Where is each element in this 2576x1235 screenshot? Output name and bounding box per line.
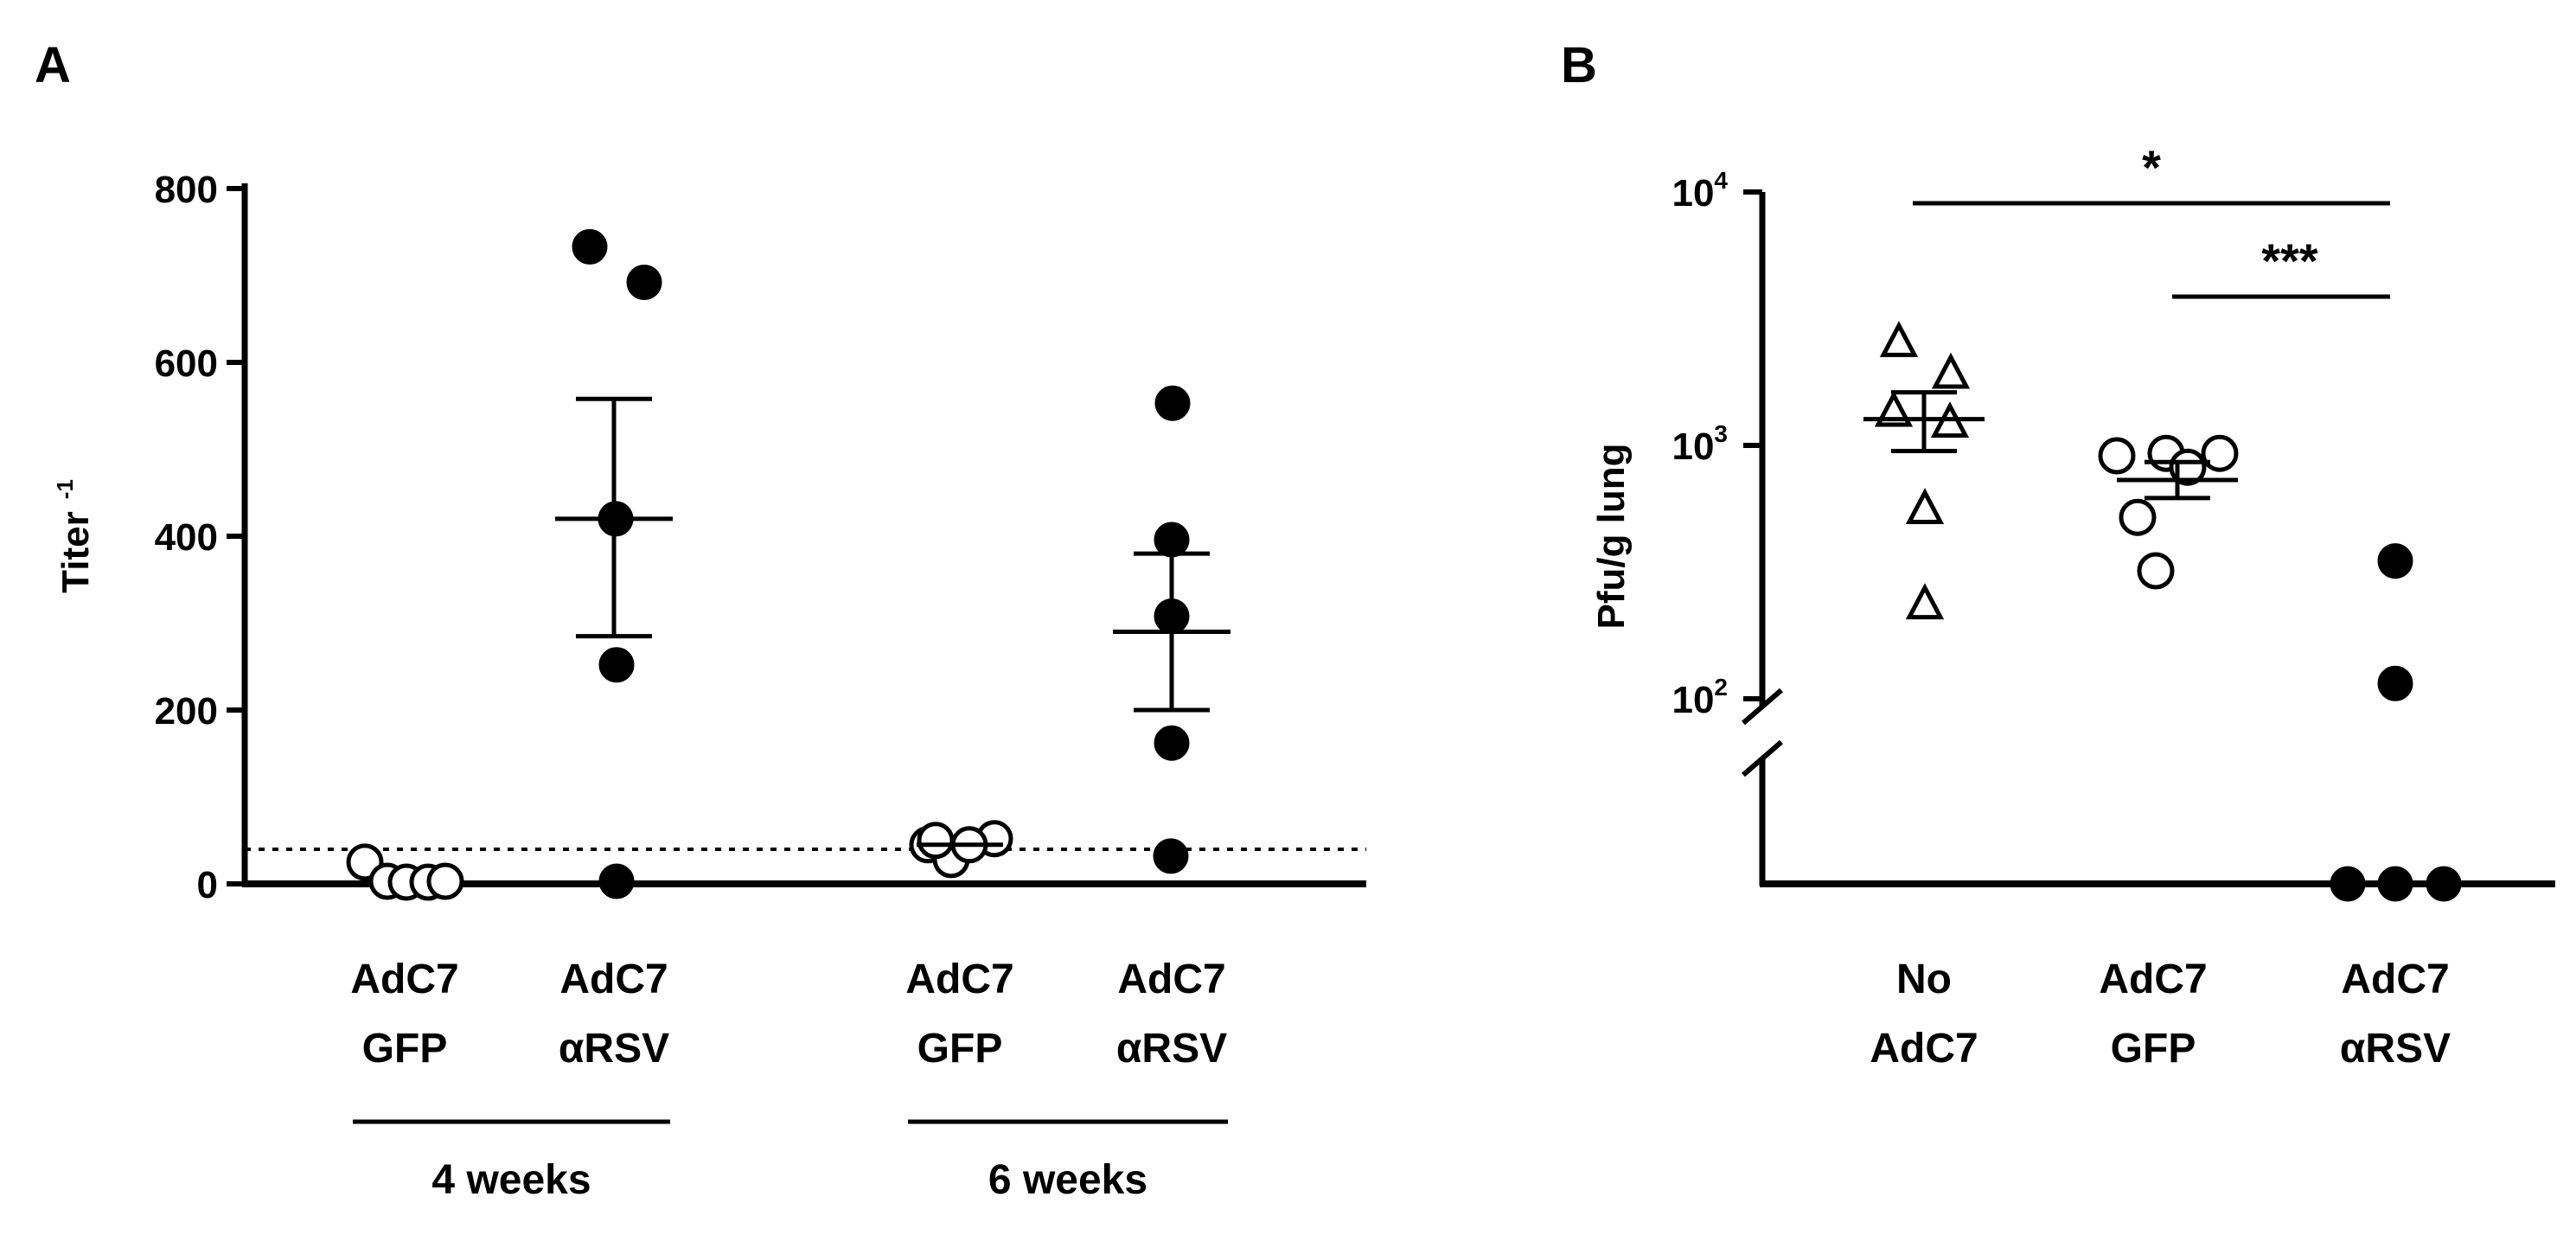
panel-a-point-1-4	[598, 863, 635, 899]
panel-b-y-tick-exp-1: 3	[1714, 420, 1728, 447]
panel-b-y-tick-base-0: 10	[1672, 679, 1714, 721]
panel-a-point-3-3	[1154, 725, 1190, 761]
panel-a-point-1-3	[598, 647, 635, 683]
panel-b-point-1-4	[2119, 498, 2157, 536]
panel-a-timepoint-label-0: 4 weeks	[431, 1157, 591, 1203]
panel-b-point-0-1	[1931, 352, 1971, 389]
panel-a-group-sublabel-1: αRSV	[559, 1026, 669, 1072]
panel-a-plot: 0 200 400 600 800 AdC7 GFP AdC7 αRSV AdC7 GFP AdC7 α…	[155, 169, 1230, 1203]
panel-a-group-label-1: AdC7	[559, 957, 668, 1002]
panel-b-axes	[1742, 192, 2555, 887]
panel-b-y-tick-label-2: 104	[1672, 167, 1728, 214]
panel-b-group-label-2: AdC7	[2341, 957, 2449, 1002]
panel-b-point-1-1	[2201, 434, 2239, 472]
panel-a-y-tick-label-4: 800	[155, 169, 218, 211]
panel-b-group-label-1: AdC7	[2099, 957, 2207, 1002]
panel-a-y-tick-label-3: 600	[155, 342, 218, 385]
panel-b-significance-label-1: ***	[2261, 234, 2318, 288]
panel-a-point-1-0	[572, 228, 608, 265]
panel-a-y-tick-label-1: 200	[155, 690, 218, 733]
panel-a-group-sublabel-3: αRSV	[1116, 1026, 1227, 1072]
panel-a-point-0-4	[426, 862, 464, 900]
panel-b-point-0-5	[1905, 583, 1945, 620]
panel-a-y-label-text: Titer	[54, 511, 97, 593]
panel-a-axes	[241, 183, 1366, 887]
panel-a-y-label: Titer -1	[52, 479, 97, 593]
panel-a-label: A	[35, 37, 71, 93]
panel-b-point-2-3	[2377, 866, 2413, 902]
panel-a-group-sublabel-0: GFP	[362, 1026, 448, 1072]
panel-b-point-1-5	[2137, 552, 2175, 590]
panel-b-significance-label-0: *	[2142, 140, 2161, 195]
panel-b-y-tick-base-2: 10	[1672, 172, 1714, 214]
panel-b-y-label: Pfu/g lung	[1590, 443, 1633, 629]
panel-b-axis-break-bottom	[1742, 739, 1783, 777]
panel-a-group-label-3: AdC7	[1117, 957, 1225, 1002]
panel-a-y-tick-label-2: 400	[155, 516, 218, 559]
panel-a-point-3-0	[1154, 385, 1191, 421]
panel-b-point-1-2	[2098, 437, 2136, 475]
panel-b-y-tick-label-0: 102	[1672, 674, 1728, 721]
panel-b-group-sublabel-0: AdC7	[1870, 1026, 1978, 1072]
panel-b-axis-break-top	[1742, 688, 1783, 726]
panel-b-group-label-0: No	[1896, 957, 1952, 1002]
panel-b-y-tick-exp-2: 4	[1714, 167, 1728, 194]
panel-a-point-1-1	[626, 265, 662, 301]
panel-b-label: B	[1561, 37, 1597, 93]
panel-a-group-sublabel-2: GFP	[917, 1026, 1003, 1072]
panel-a-point-3-4	[1153, 838, 1189, 874]
panel-a-group-label-0: AdC7	[350, 957, 458, 1002]
panel-b-y-tick-exp-0: 2	[1714, 674, 1728, 701]
panel-b-y-tick-label-1: 103	[1672, 420, 1728, 468]
panel-b-y-tick-base-1: 10	[1672, 426, 1714, 468]
panel-a-timepoint-label-1: 6 weeks	[988, 1157, 1147, 1203]
panel-b-group-sublabel-1: GFP	[2111, 1026, 2196, 1072]
panel-b-point-2-2	[2330, 866, 2366, 902]
panel-b-point-2-4	[2426, 866, 2462, 902]
panel-a-point-2-4	[917, 822, 955, 860]
panel-a-group-label-2: AdC7	[905, 957, 1013, 1002]
panel-b-point-0-4	[1905, 488, 1945, 525]
panel-a-y-tick-label-0: 0	[197, 864, 218, 906]
panel-b-point-0-0	[1879, 321, 1919, 357]
panel-b-point-2-1	[2377, 665, 2413, 701]
panel-a-y-label-sup: -1	[52, 479, 78, 499]
panel-b-group-sublabel-2: αRSV	[2340, 1026, 2451, 1072]
panel-b-point-2-0	[2377, 543, 2413, 579]
